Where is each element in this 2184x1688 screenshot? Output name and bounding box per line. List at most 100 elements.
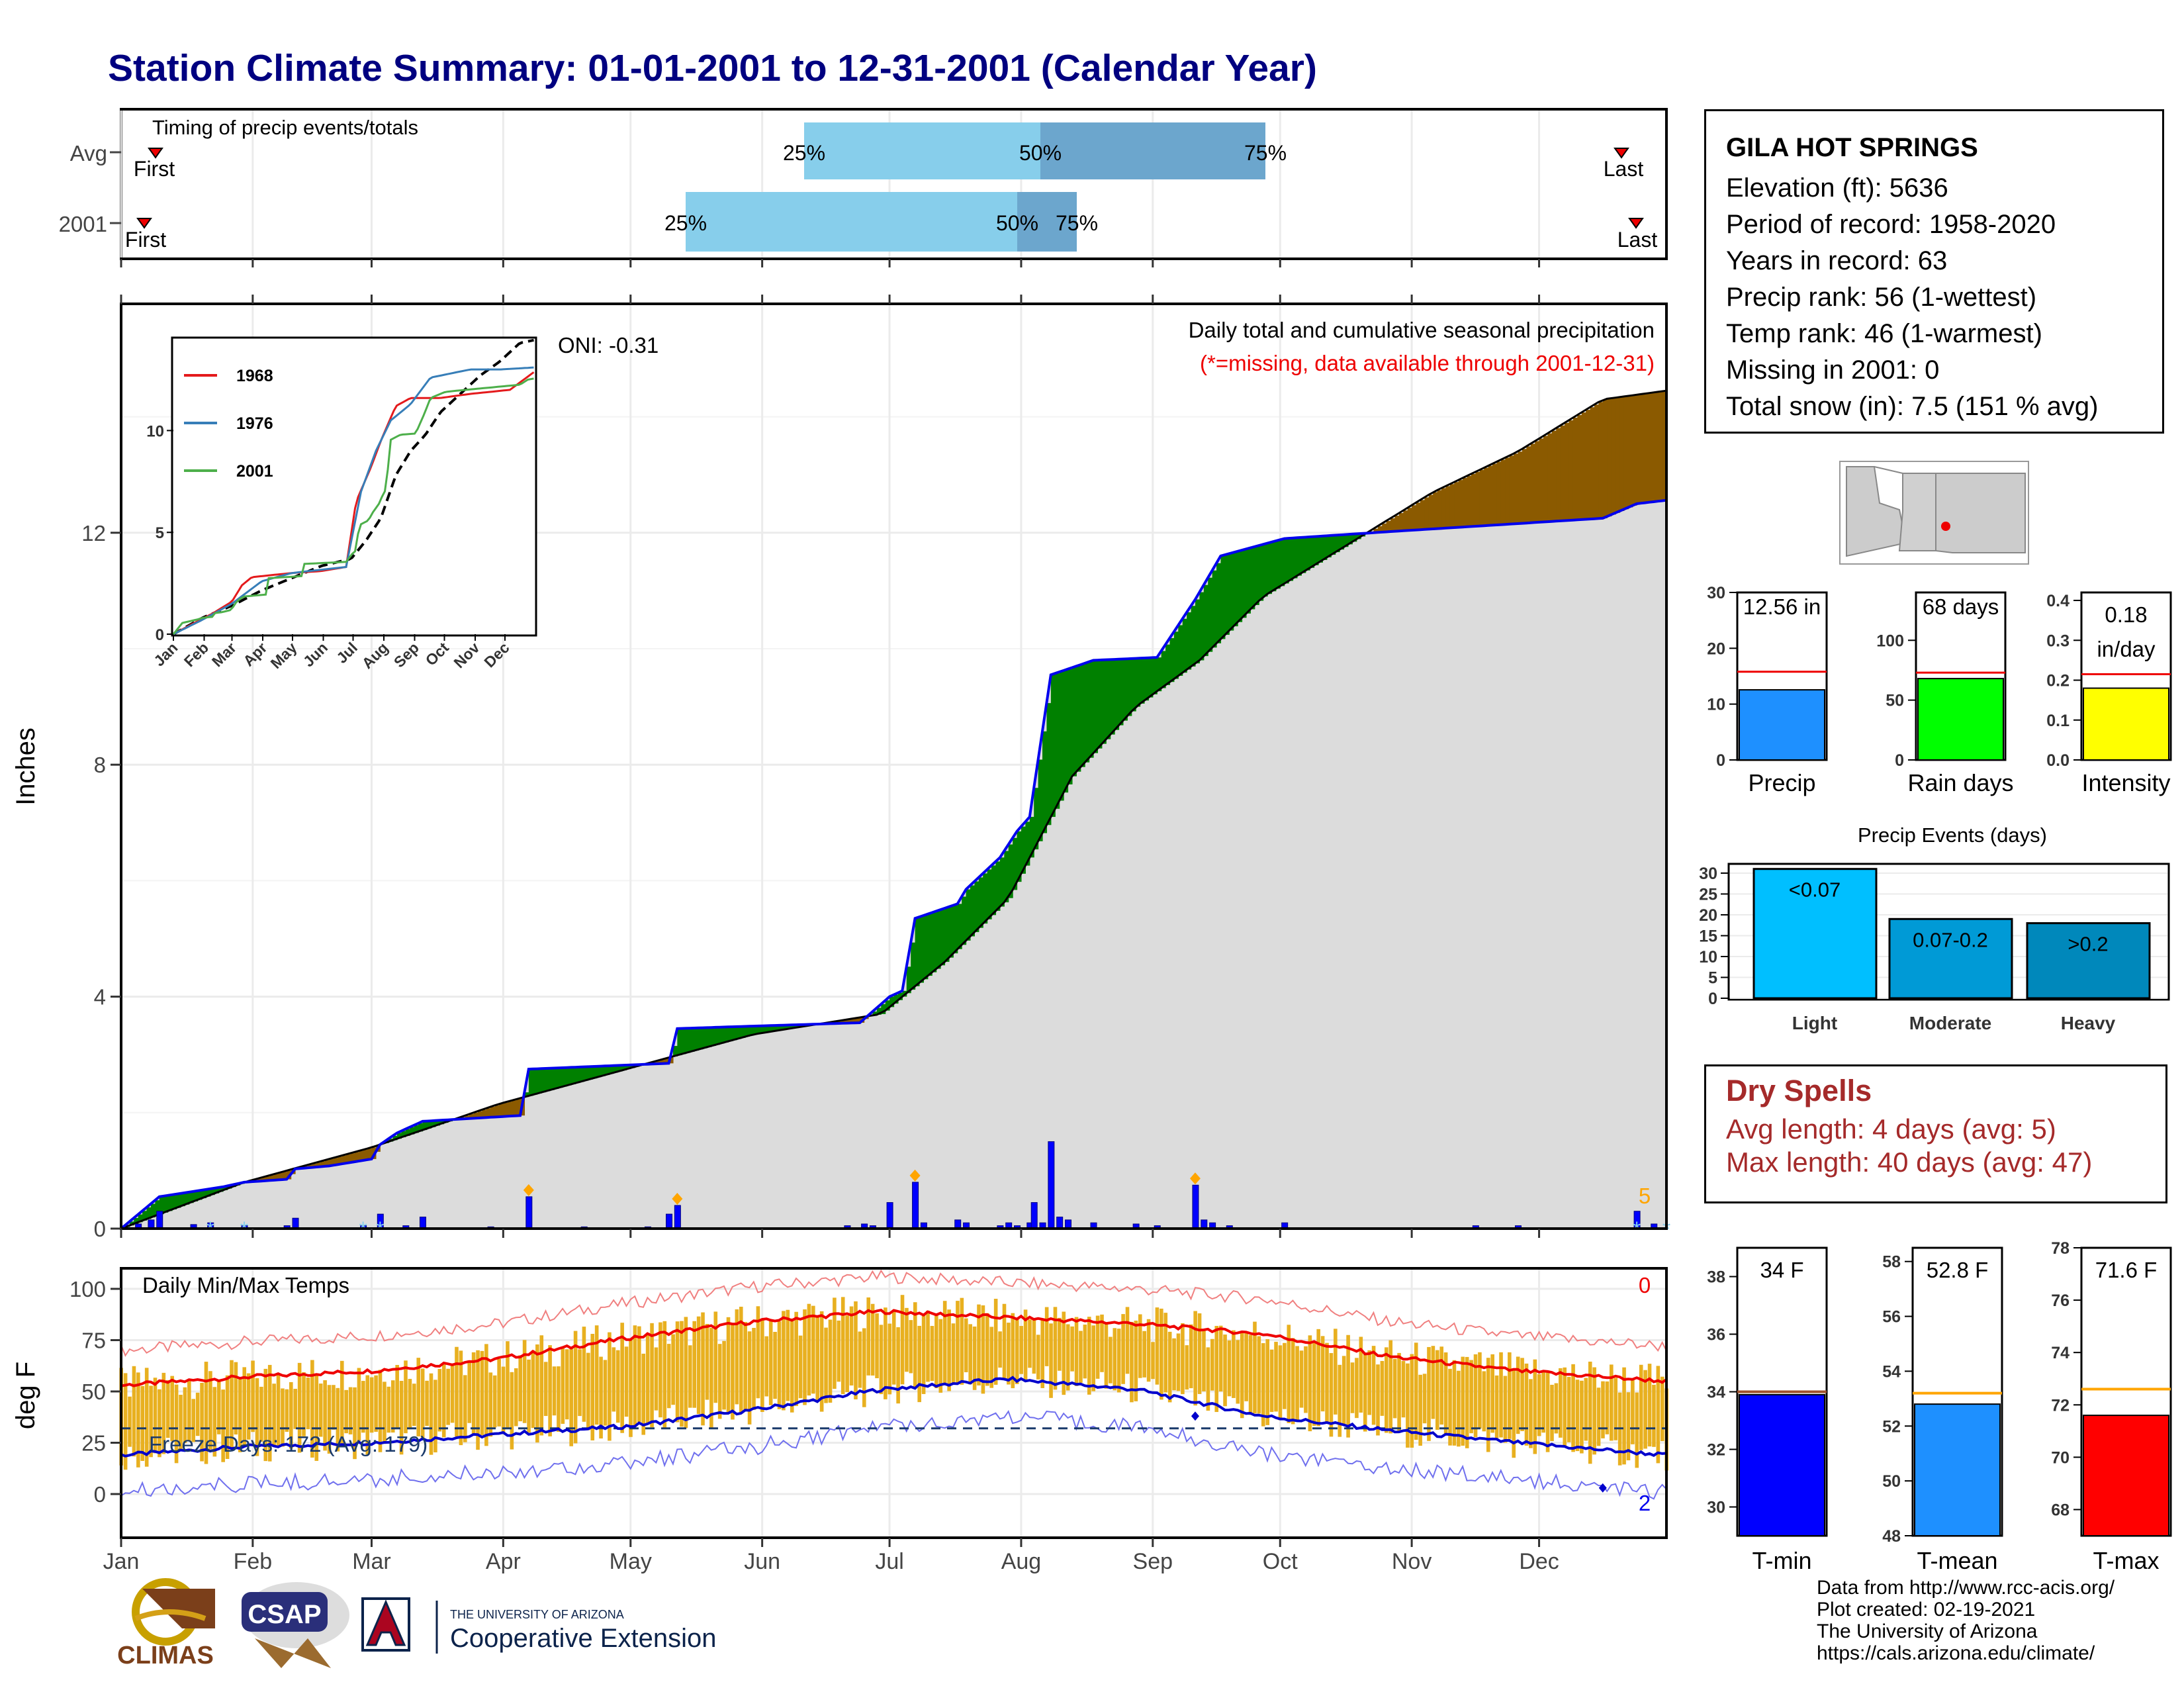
page-title: Station Climate Summary: 01-01-2001 to 1… — [108, 47, 1317, 89]
station-location-dot — [1941, 522, 1950, 531]
temp-bar-tick: 48 — [1882, 1527, 1901, 1546]
first-marker-2001 — [136, 218, 152, 229]
daily-precip-bar — [666, 1213, 673, 1229]
y2001-p25: 25% — [664, 211, 707, 235]
record-low-marker — [1191, 1411, 1199, 1421]
record-marker — [672, 1192, 683, 1205]
temp-bar-value — [1739, 1393, 1825, 1537]
month-label: Apr — [486, 1549, 521, 1574]
record-marker — [523, 1184, 534, 1196]
last-label-2001: Last — [1617, 228, 1658, 252]
last-label-avg: Last — [1604, 157, 1644, 181]
first-label-2001: First — [125, 228, 166, 252]
station-line: Period of record: 1958-2020 — [1726, 210, 2056, 239]
inset-ytick: 0 — [156, 626, 164, 644]
temp-ylabel: deg F — [11, 1362, 40, 1429]
daily-precip-bar — [1192, 1184, 1199, 1229]
mini-bar-value — [1917, 678, 2004, 761]
mini-bar-tick: 30 — [1707, 584, 1725, 602]
footer-line: Plot created: 02-19-2021 — [1817, 1599, 2036, 1620]
daily-precip-bar — [674, 1205, 681, 1229]
station-line: Missing in 2001: 0 — [1726, 355, 1940, 385]
timing-2001-bar-2 — [1017, 192, 1077, 252]
footer-line: The University of Arizona — [1817, 1620, 2038, 1642]
event-bar-label: Light — [1792, 1013, 1837, 1033]
event-bar-light: <0.07 Light — [1752, 868, 1878, 1033]
mini-bar-value-text: 12.56 in — [1743, 594, 1821, 619]
mini-bar-precip: 0 10 20 30 12.56 in Precip — [1707, 584, 1828, 796]
events-tick: 15 — [1699, 927, 1717, 946]
footer-line: https://cals.arizona.edu/climate/ — [1817, 1642, 2095, 1664]
temp-bar-tick: 76 — [2051, 1291, 2070, 1310]
record-marker — [909, 1169, 921, 1182]
temp-bar-value-text: 71.6 F — [2095, 1258, 2158, 1282]
temp-tick-label: 0 — [94, 1482, 106, 1507]
mini-bar-label: Rain days — [1907, 769, 2013, 796]
mini-bar-value-unit: in/day — [2097, 637, 2156, 661]
mini-bar-tick: 0 — [1895, 751, 1904, 770]
mini-bar-label: Precip — [1748, 769, 1815, 796]
events-tick: 10 — [1699, 948, 1717, 966]
daily-precip-bar — [1048, 1141, 1055, 1229]
temp-bar-tick: 52 — [1882, 1417, 1901, 1436]
event-bar-moderate: 0.07-0.2 Moderate — [1888, 917, 2013, 1033]
avg-p50: 50% — [1019, 141, 1062, 165]
mini-bar-value-text: 0.18 — [2105, 602, 2147, 627]
temp-bar-tick: 54 — [1882, 1362, 1901, 1381]
event-bar-value: 0.07-0.2 — [1913, 928, 1988, 951]
month-label: Feb — [234, 1549, 273, 1574]
events-title: Precip Events (days) — [1858, 823, 2047, 847]
precip-tick-label: 4 — [94, 985, 106, 1009]
inset-series-1976 — [173, 366, 534, 635]
temp-bar-tick: 38 — [1707, 1268, 1725, 1287]
avg-p25: 25% — [783, 141, 825, 165]
temp-bar-tick: 68 — [2051, 1501, 2070, 1519]
y2001-p75: 75% — [1056, 211, 1098, 235]
timing-row-label-avg: Avg — [70, 141, 107, 165]
footer-line: Data from http://www.rcc-acis.org/ — [1817, 1577, 2115, 1599]
avg-p75: 75% — [1244, 141, 1287, 165]
temp-bar-t-max: 68 70 72 74 76 78 71.6 F T-max — [2051, 1239, 2172, 1574]
temp-panel: 0 25 50 75 100 deg F Daily Min/Max Temps Fre… — [11, 1267, 1668, 1574]
mini-bar-value-text: 68 days — [1923, 594, 1999, 619]
temp-bar-tick: 32 — [1707, 1441, 1725, 1460]
mini-bar-tick: 100 — [1876, 632, 1904, 650]
timing-panel: Timing of precip events/totals Avg 2001 … — [59, 108, 1668, 267]
temp-bar-tick: 34 — [1707, 1383, 1725, 1402]
ua-logo: THE UNIVERSITY OF ARIZONA Cooperative Ex… — [361, 1597, 716, 1654]
record-marker — [1189, 1172, 1201, 1185]
dry-spells-avg: Avg length: 4 days (avg: 5) — [1726, 1113, 2056, 1145]
precip-ylabel: Inches — [11, 727, 40, 806]
precip-tick-label: 8 — [94, 753, 106, 777]
oni-label: ONI: -0.31 — [558, 333, 659, 357]
precip-tick-label: 0 — [94, 1217, 106, 1241]
temp-tick-label: 50 — [81, 1380, 106, 1404]
event-bar — [1888, 917, 2013, 1000]
temp-tick-label: 100 — [69, 1277, 106, 1301]
events-tick: 30 — [1699, 865, 1717, 883]
temp-bar-tick: 58 — [1882, 1253, 1901, 1272]
cumulative-area-2001 — [121, 500, 1666, 1229]
summary-mini-bars: 0 10 20 30 12.56 in Precip 0 50 100 68 days Rain d… — [1707, 584, 2172, 796]
last-marker-2001 — [1628, 218, 1644, 229]
inset-legend-label: 2001 — [236, 462, 273, 481]
temp-corner-bottom: 2 — [1639, 1491, 1651, 1515]
timing-2001-bar-1 — [686, 192, 1017, 252]
dry-spells-title: Dry Spells — [1726, 1074, 1872, 1107]
event-bar-heavy: >0.2 Heavy — [2026, 922, 2151, 1033]
temp-bar-tick: 30 — [1707, 1499, 1725, 1517]
y2001-p50: 50% — [996, 211, 1038, 235]
temp-bar-tick: 36 — [1707, 1326, 1725, 1344]
first-label-avg: First — [134, 157, 175, 181]
month-label: Oct — [1263, 1549, 1298, 1574]
month-label: Sep — [1133, 1549, 1173, 1574]
event-bar — [1752, 868, 1878, 1000]
precip-note: (*=missing, data available through 2001-… — [1200, 351, 1655, 375]
temp-bar-label: T-min — [1752, 1547, 1812, 1574]
ua-logo-big-text: Cooperative Extension — [450, 1624, 716, 1653]
event-bar-value: <0.07 — [1789, 878, 1841, 902]
daily-precip-bar — [156, 1211, 163, 1229]
events-tick: 20 — [1699, 906, 1717, 925]
